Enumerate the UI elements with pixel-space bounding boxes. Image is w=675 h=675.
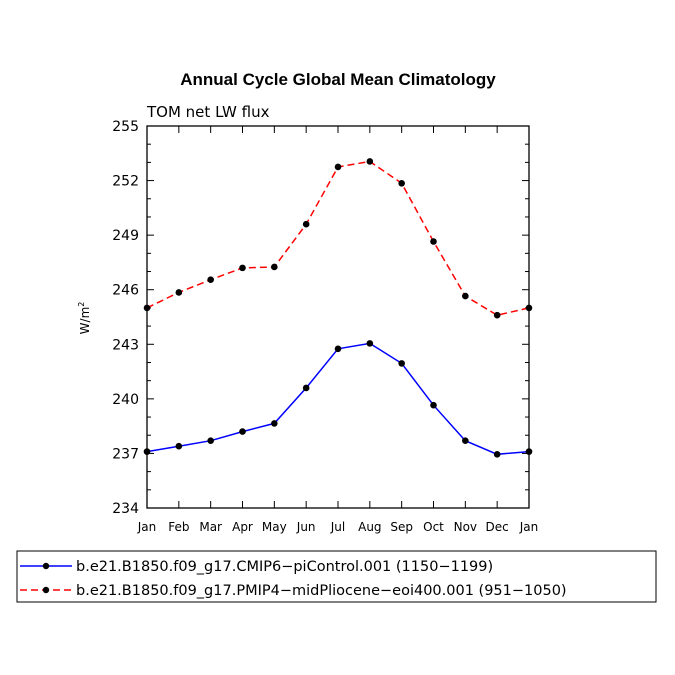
series-layer bbox=[143, 158, 533, 458]
data-point bbox=[525, 304, 533, 312]
data-point bbox=[271, 420, 278, 427]
x-tick-label: Apr bbox=[232, 520, 253, 534]
y-tick-label: 234 bbox=[112, 501, 139, 517]
data-point bbox=[175, 289, 183, 296]
y-tick-label: 246 bbox=[112, 283, 139, 299]
data-point bbox=[207, 437, 214, 444]
data-point bbox=[430, 401, 437, 409]
x-tick-label: Oct bbox=[423, 520, 444, 534]
legend-box bbox=[16, 550, 657, 603]
data-point bbox=[302, 384, 310, 392]
series-line-2 bbox=[146, 160, 530, 316]
data-point bbox=[302, 220, 310, 228]
x-tick-label: Jan bbox=[519, 520, 539, 534]
chart-subtitle: TOM net LW flux bbox=[146, 103, 270, 121]
x-axis: Jan Feb Mar Apr May Jun Jul Aug Sep Oct Nov Dec Jan bbox=[137, 126, 539, 534]
x-tick-label: Sep bbox=[390, 520, 413, 534]
data-point bbox=[493, 311, 501, 319]
data-point bbox=[493, 451, 501, 458]
y-tick-label: 249 bbox=[112, 228, 139, 244]
y-tick-label: 243 bbox=[112, 337, 139, 353]
data-point bbox=[462, 437, 469, 444]
data-point bbox=[366, 158, 374, 165]
x-tick-label: Feb bbox=[168, 520, 189, 534]
data-point bbox=[366, 340, 374, 347]
data-point bbox=[207, 276, 214, 284]
data-point bbox=[175, 442, 183, 450]
chart-title: Annual Cycle Global Mean Climatology bbox=[180, 70, 496, 89]
x-tick-label: Jan bbox=[137, 520, 157, 534]
series-line-1 bbox=[146, 342, 530, 456]
y-tick-label: 255 bbox=[112, 119, 139, 135]
data-point bbox=[398, 180, 405, 187]
data-point bbox=[239, 428, 246, 435]
data-point bbox=[334, 163, 342, 171]
y-axis-label: W/m2 bbox=[77, 302, 92, 335]
data-point bbox=[462, 292, 469, 300]
data-point bbox=[143, 304, 151, 312]
y-tick-label: 252 bbox=[112, 174, 139, 190]
data-point bbox=[398, 360, 405, 367]
x-tick-label: Mar bbox=[199, 520, 222, 534]
data-point bbox=[239, 264, 246, 272]
legend-entry-1: b.e21.B1850.f09_g17.CMIP6−piControl.001 … bbox=[76, 559, 493, 575]
x-tick-label: Jun bbox=[296, 520, 316, 534]
data-point bbox=[334, 345, 342, 353]
legend: b.e21.B1850.f09_g17.CMIP6−piControl.001 … bbox=[16, 550, 657, 603]
x-tick-label: Dec bbox=[486, 520, 509, 534]
y-tick-label: 237 bbox=[112, 446, 139, 462]
data-point bbox=[430, 238, 437, 245]
x-tick-label: May bbox=[262, 520, 287, 534]
x-tick-label: Aug bbox=[358, 520, 381, 534]
x-tick-label: Nov bbox=[454, 520, 477, 534]
legend-marker-red bbox=[42, 586, 50, 594]
y-axis: 234 237 240 243 246 249 252 255 bbox=[112, 119, 529, 517]
plot-frame bbox=[146, 125, 530, 509]
data-point bbox=[143, 448, 151, 455]
data-point bbox=[271, 263, 278, 271]
legend-entry-2: b.e21.B1850.f09_g17.PMIP4−midPliocene−eo… bbox=[76, 583, 567, 599]
legend-marker-blue bbox=[42, 562, 50, 570]
data-point bbox=[525, 448, 533, 455]
y-tick-label: 240 bbox=[112, 392, 139, 408]
x-tick-label: Jul bbox=[330, 520, 345, 534]
